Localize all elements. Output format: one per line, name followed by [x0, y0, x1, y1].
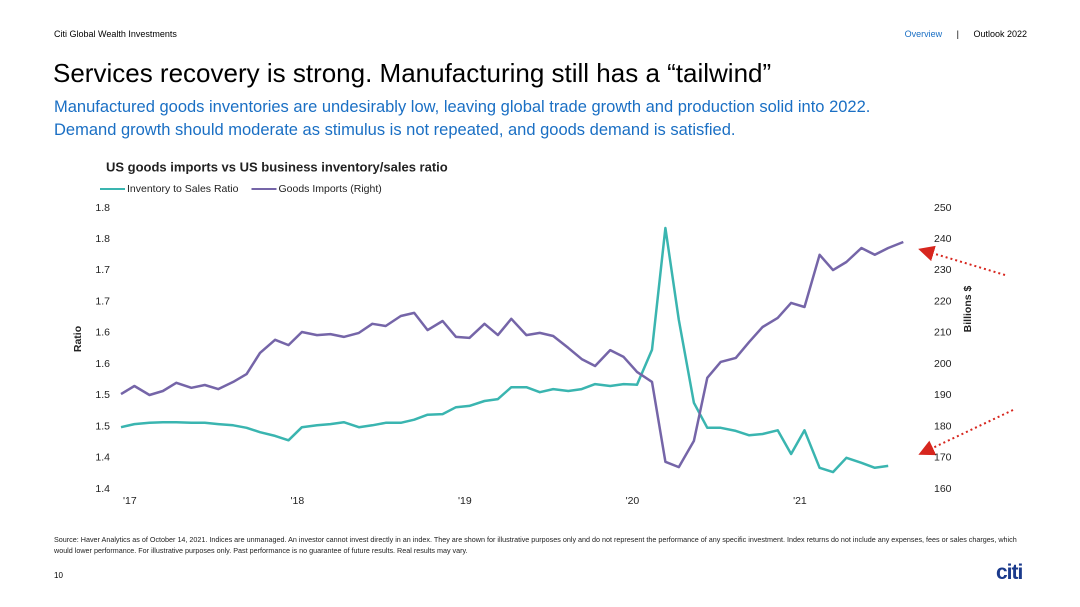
y2-tick-label: 250 [934, 202, 952, 214]
y-tick-label: 1.7 [95, 295, 110, 307]
subtitle: Demand growth should moderate as stimulu… [54, 121, 736, 139]
y-tick-label: 1.5 [95, 389, 110, 401]
y-tick-label: 1.6 [95, 327, 110, 339]
legend-label: Inventory to Sales Ratio [127, 183, 239, 195]
y-tick-label: 1.7 [95, 264, 110, 276]
y2-tick-label: 180 [934, 420, 952, 432]
nav-link[interactable]: Overview [904, 29, 943, 39]
y2-tick-label: 230 [934, 264, 952, 276]
y-tick-label: 1.8 [95, 202, 110, 214]
x-tick-label: '18 [291, 495, 305, 507]
nav: Overview | Outlook 2022 [905, 29, 1027, 39]
x-tick-label: '17 [123, 495, 137, 507]
y2-tick-label: 220 [934, 295, 952, 307]
x-tick-label: '21 [793, 495, 807, 507]
y2-tick-label: 190 [934, 389, 952, 401]
y2-axis-label: Billions $ [962, 286, 974, 333]
logo: citi [996, 561, 1023, 584]
y2-tick-label: 210 [934, 327, 952, 339]
page-number: 10 [54, 571, 63, 580]
line-series [120, 240, 904, 469]
brand: Citi Global Wealth Investments [54, 29, 177, 39]
x-tick-label: '20 [626, 495, 640, 507]
chart-title: US goods imports vs US business inventor… [106, 159, 448, 174]
subtitle: Manufactured goods inventories are undes… [54, 98, 871, 116]
y-axis-label: Ratio [72, 326, 84, 352]
y-tick-label: 1.8 [95, 233, 110, 245]
y-tick-label: 1.4 [95, 483, 110, 495]
y-tick-label: 1.4 [95, 452, 110, 464]
title: Services recovery is strong. Manufacturi… [53, 58, 772, 88]
y-tick-label: 1.5 [95, 420, 110, 432]
source-note: Source: Haver Analytics as of October 14… [54, 535, 1017, 555]
line-series [120, 226, 889, 474]
annotation-arrow [918, 409, 1014, 456]
legend-label: Goods Imports (Right) [278, 183, 381, 195]
y2-tick-label: 160 [934, 483, 952, 495]
y2-tick-label: 240 [934, 233, 952, 245]
nav-link[interactable]: Outlook 2022 [973, 29, 1027, 39]
y2-tick-label: 200 [934, 358, 952, 370]
y-tick-label: 1.6 [95, 358, 110, 370]
y2-tick-label: 170 [934, 452, 952, 464]
separator: | [956, 29, 959, 39]
x-tick-label: '19 [458, 495, 472, 507]
